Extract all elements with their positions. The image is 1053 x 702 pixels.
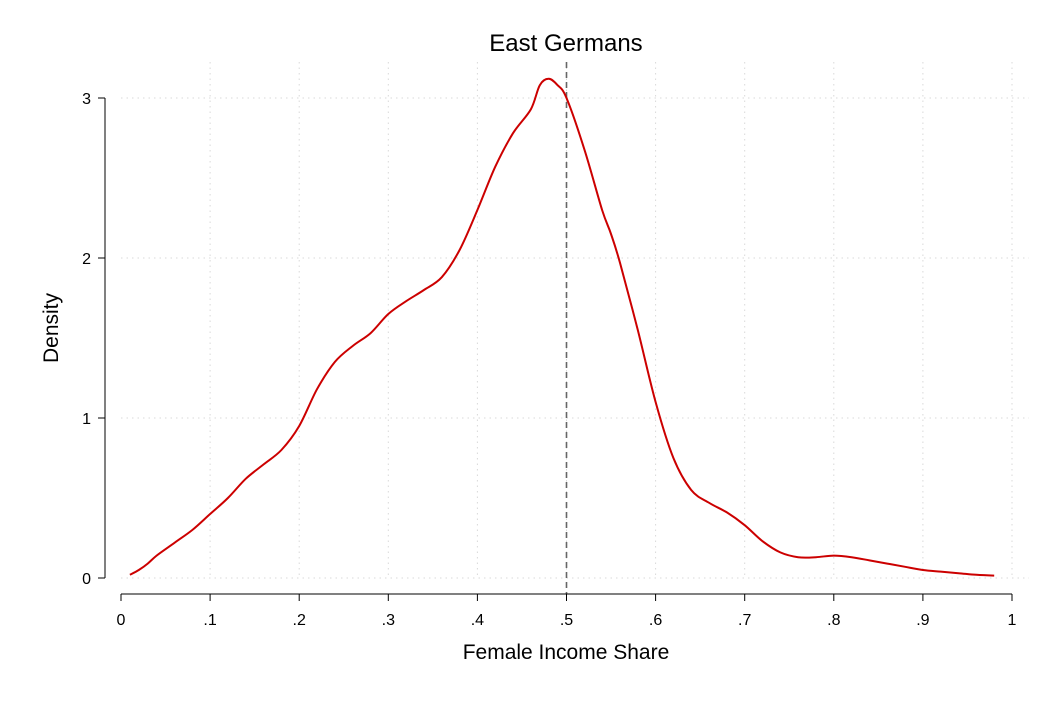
- x-ticks: 0 .1 .2 .3 .4 .5 .6 .7 .8 .9 1: [117, 594, 1017, 629]
- x-tick-label: 1: [1008, 612, 1017, 629]
- x-tick-label: .5: [560, 612, 573, 629]
- x-tick-label: .9: [916, 612, 929, 629]
- density-curve: [129, 77, 995, 577]
- x-tick-label: .4: [471, 612, 484, 629]
- y-axis-title: Density: [40, 292, 63, 363]
- y-tick-label: 2: [82, 251, 91, 268]
- chart-title: East Germans: [489, 30, 642, 57]
- x-axis-title: Female Income Share: [463, 641, 670, 664]
- axes: [104, 98, 1012, 595]
- y-tick-label: 0: [82, 571, 91, 588]
- y-tick-label: 1: [82, 411, 91, 428]
- x-tick-label: .8: [827, 612, 840, 629]
- y-tick-label: 3: [82, 91, 91, 108]
- x-tick-label: .6: [649, 612, 662, 629]
- series-group: [129, 77, 995, 577]
- x-tick-label: .2: [293, 612, 306, 629]
- y-ticks: 0 1 2 3: [82, 91, 105, 588]
- x-tick-label: .7: [738, 612, 751, 629]
- x-tick-label: .1: [203, 612, 216, 629]
- x-tick-label: 0: [117, 612, 126, 629]
- grid: [121, 62, 1029, 579]
- x-tick-label: .3: [382, 612, 395, 629]
